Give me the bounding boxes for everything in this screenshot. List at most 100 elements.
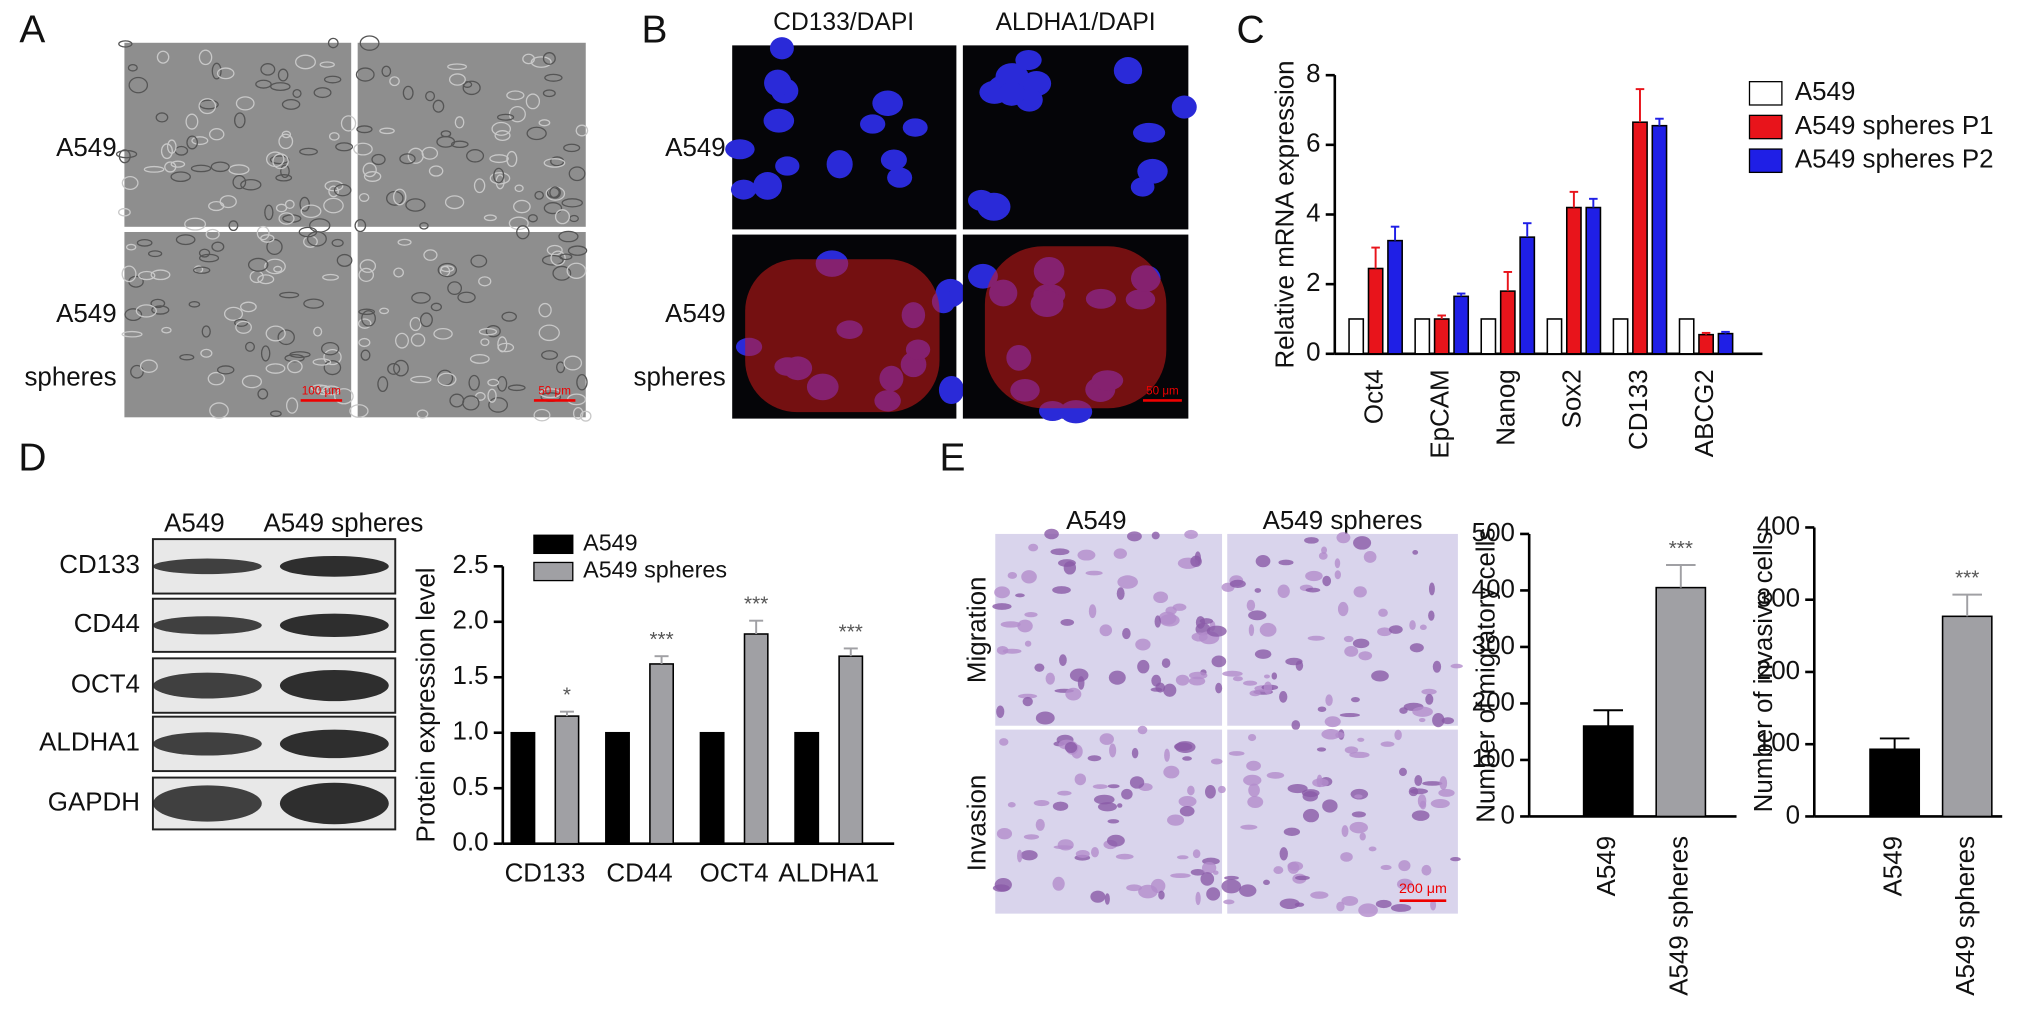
cell (550, 250, 566, 266)
bar (1632, 121, 1648, 355)
cell (205, 228, 220, 240)
cell (275, 203, 288, 213)
cell (186, 135, 199, 150)
cell (1243, 680, 1258, 686)
cell (1430, 899, 1437, 911)
cell (1229, 579, 1246, 588)
cell (312, 358, 332, 366)
cell (525, 93, 541, 110)
cell (1247, 796, 1264, 809)
cell (1059, 654, 1067, 667)
cell (1334, 558, 1341, 569)
cell (1117, 575, 1138, 589)
cell (277, 329, 295, 346)
cell (160, 143, 173, 160)
x-tick-label: ABCG2 (1691, 369, 1719, 457)
legend-swatch (533, 561, 574, 582)
cell (1020, 850, 1038, 861)
error-bar (1589, 197, 1598, 208)
cell (1322, 575, 1332, 587)
cell (1418, 717, 1426, 723)
cell (428, 165, 444, 177)
cell (121, 265, 137, 283)
cell (1283, 827, 1301, 837)
bar (838, 655, 864, 845)
error-bar (1655, 117, 1664, 126)
cell (444, 195, 465, 210)
error-bar (1952, 593, 1982, 617)
cell (1104, 893, 1110, 905)
error-bar (1371, 246, 1380, 269)
cell (1341, 895, 1359, 906)
x-tick-label: A549 (1879, 836, 1907, 897)
cell (1279, 847, 1288, 861)
cell (469, 354, 490, 364)
cell (277, 68, 289, 82)
cell (1172, 603, 1187, 611)
cell (522, 53, 535, 65)
cell (155, 112, 169, 123)
cell (1176, 855, 1189, 860)
row-label: Migration (963, 577, 991, 684)
cell (1161, 658, 1171, 668)
cell (1122, 628, 1131, 640)
cell (556, 361, 566, 374)
cell (340, 115, 357, 132)
cell (1000, 621, 1021, 628)
cell (397, 238, 412, 246)
cell (1092, 784, 1108, 789)
cell (1263, 681, 1273, 695)
x-tick-label: CD133 (505, 860, 586, 888)
error-bar (1701, 331, 1711, 335)
cell (1017, 849, 1023, 863)
cell (411, 291, 431, 304)
cell (303, 298, 325, 309)
cell (1052, 876, 1065, 891)
row-label: spheres (634, 363, 726, 391)
cell (1228, 751, 1245, 756)
bar (1678, 318, 1695, 355)
bar (743, 633, 769, 845)
bar (1499, 290, 1516, 355)
cell (1246, 599, 1256, 612)
panel-letter: E (940, 436, 966, 479)
nucleus (880, 149, 907, 171)
cell (1099, 733, 1114, 745)
cell (216, 365, 235, 375)
significance-label: *** (744, 593, 768, 616)
cell (284, 199, 295, 209)
cell (1129, 776, 1145, 789)
cell (279, 291, 300, 299)
cell (1380, 864, 1392, 871)
cell (572, 406, 584, 420)
scale-bar-label: 50 μm (1146, 384, 1179, 397)
cell (184, 217, 207, 231)
cell (284, 353, 305, 363)
cell (298, 226, 318, 238)
cell (1368, 846, 1377, 852)
cell (323, 197, 344, 214)
cell (1336, 901, 1345, 912)
micrograph (124, 42, 352, 227)
y-axis-label: Number of migratory cells (1473, 528, 1501, 823)
error-bar (1721, 330, 1730, 334)
cell (323, 360, 342, 376)
y-tick-label: 1.5 (453, 662, 489, 690)
cell (1248, 624, 1255, 637)
bar (1546, 318, 1563, 355)
cell (1254, 649, 1272, 659)
cell (1336, 532, 1351, 544)
cell (358, 308, 376, 316)
cell (992, 603, 1012, 610)
cell (1222, 670, 1243, 677)
error-bar (1879, 737, 1910, 750)
cell (433, 327, 453, 340)
cell (1302, 791, 1318, 802)
y-tick-label: 0 (1501, 801, 1515, 829)
cell (462, 395, 480, 411)
nucleus (1137, 158, 1168, 184)
nucleus (764, 69, 792, 97)
cell (1064, 742, 1078, 753)
cell (542, 89, 556, 98)
